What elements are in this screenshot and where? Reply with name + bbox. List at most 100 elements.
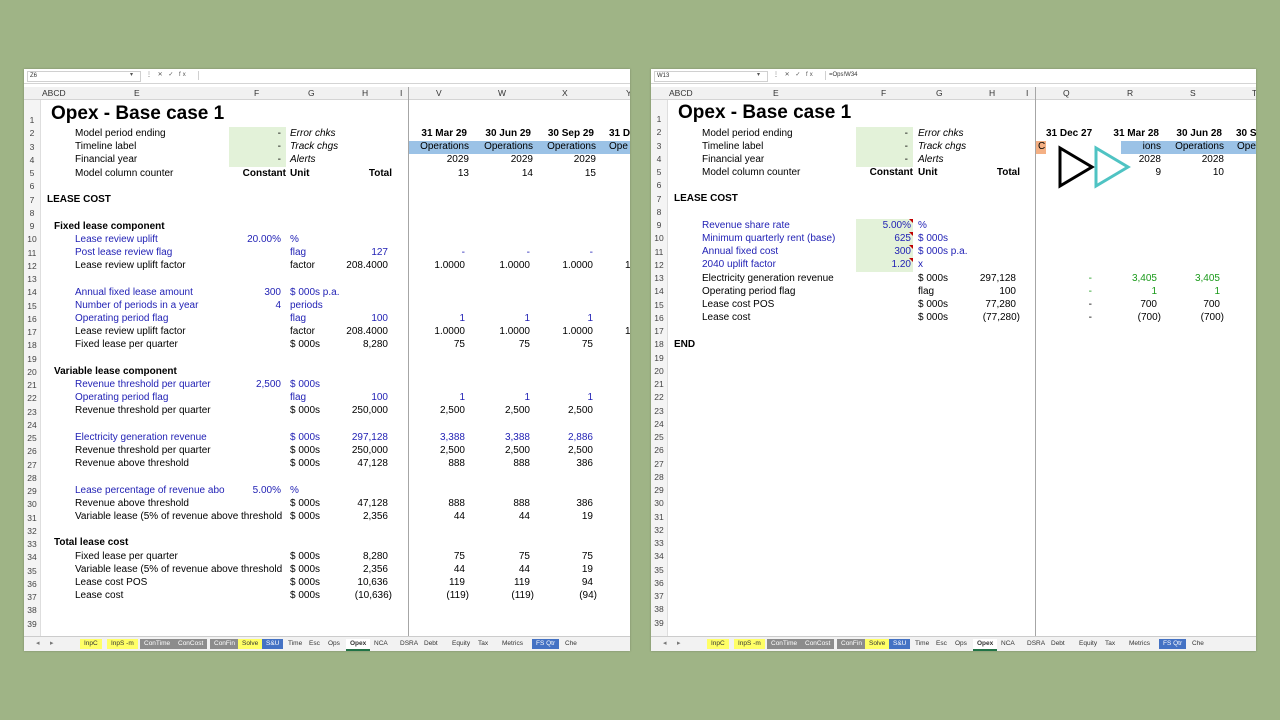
- row-number[interactable]: 31: [27, 512, 37, 523]
- total-cell[interactable]: 100: [371, 313, 388, 324]
- col-header[interactable]: V: [436, 88, 442, 98]
- value-cell[interactable]: 1.0000: [499, 326, 530, 337]
- total-cell[interactable]: 47,128: [357, 498, 388, 509]
- sheet-tab[interactable]: DSRA: [1027, 640, 1046, 647]
- comment-indicator[interactable]: [909, 219, 913, 223]
- value-cell[interactable]: 75: [453, 339, 465, 350]
- row-number[interactable]: 24: [654, 418, 664, 429]
- sheet-tab[interactable]: Ops: [955, 640, 967, 647]
- value-cell[interactable]: 44: [518, 511, 530, 522]
- sheet-tab[interactable]: Opex: [973, 639, 998, 651]
- value-cell[interactable]: 700: [1203, 299, 1220, 310]
- value-cell[interactable]: 1: [587, 392, 593, 403]
- value-cell[interactable]: 44: [518, 564, 530, 575]
- value-cell[interactable]: 119: [449, 577, 465, 588]
- value-cell[interactable]: 3,388: [504, 432, 530, 443]
- sheet-tab[interactable]: FS Qtr: [532, 639, 560, 649]
- sheet-tab[interactable]: Debt: [1051, 640, 1065, 647]
- sheet-tab[interactable]: InpS -m: [734, 639, 765, 649]
- row-number[interactable]: 8: [29, 207, 35, 218]
- value-cell[interactable]: -: [1088, 312, 1092, 323]
- row-number[interactable]: 25: [27, 433, 37, 443]
- sheet-tab[interactable]: Ops: [328, 640, 340, 647]
- value-cell[interactable]: 1: [1214, 286, 1220, 297]
- row-number[interactable]: 14: [27, 287, 37, 298]
- sheet-tab[interactable]: InpC: [80, 639, 102, 649]
- row-number[interactable]: 34: [27, 552, 37, 563]
- total-cell[interactable]: 2,356: [362, 511, 388, 522]
- row-number[interactable]: 8: [656, 206, 662, 217]
- value-cell[interactable]: 75: [581, 339, 593, 350]
- col-header[interactable]: F: [881, 88, 887, 98]
- value-cell[interactable]: 888: [513, 458, 530, 469]
- formula-input[interactable]: [198, 71, 626, 80]
- total-cell[interactable]: 208.4000: [346, 326, 388, 337]
- name-box[interactable]: Z6: [27, 71, 141, 82]
- value-cell[interactable]: 1.0000: [434, 260, 465, 271]
- row-number[interactable]: 23: [27, 406, 37, 417]
- row-number[interactable]: 11: [654, 246, 664, 257]
- value-cell[interactable]: (700): [1200, 312, 1224, 323]
- row-number[interactable]: 5: [29, 168, 35, 178]
- row-number[interactable]: 10: [27, 234, 37, 245]
- row-number[interactable]: 2: [29, 128, 35, 139]
- row-number[interactable]: 15: [27, 300, 37, 311]
- name-box-dropdown-icon[interactable]: ▾: [130, 72, 134, 78]
- total-cell[interactable]: (77,280): [982, 312, 1020, 323]
- dash[interactable]: -: [904, 154, 908, 165]
- sheet-tab[interactable]: ConCost: [801, 639, 835, 649]
- tab-prev-icon[interactable]: ◂: [36, 640, 40, 647]
- value-cell[interactable]: 1: [1151, 286, 1157, 297]
- total-cell[interactable]: 297,128: [351, 432, 388, 443]
- row-number[interactable]: 34: [654, 551, 664, 562]
- total-cell[interactable]: 297,128: [979, 273, 1016, 284]
- row-number[interactable]: 22: [27, 393, 37, 404]
- row-number[interactable]: 16: [654, 312, 664, 323]
- input-value[interactable]: 300: [894, 246, 911, 257]
- row-number[interactable]: 33: [27, 539, 37, 549]
- row-number[interactable]: 7: [656, 193, 662, 204]
- row-number[interactable]: 39: [654, 617, 664, 628]
- row-number[interactable]: 14: [654, 286, 664, 297]
- value-cell[interactable]: 2,500: [567, 405, 593, 416]
- row-number[interactable]: 17: [27, 327, 37, 337]
- input-value[interactable]: 5.00%: [252, 485, 281, 496]
- row-number[interactable]: 20: [654, 365, 664, 376]
- sheet-tab[interactable]: Che: [565, 640, 577, 647]
- row-number[interactable]: 39: [27, 618, 37, 629]
- value-cell[interactable]: 94: [581, 577, 593, 588]
- total-cell[interactable]: 250,000: [351, 405, 388, 416]
- total-cell[interactable]: 10,636: [357, 577, 388, 588]
- total-cell[interactable]: 2,356: [362, 564, 388, 575]
- col-header[interactable]: ABCD: [42, 88, 66, 98]
- row-number[interactable]: 27: [654, 458, 664, 469]
- row-number[interactable]: 3: [656, 140, 662, 151]
- row-number[interactable]: 38: [654, 604, 664, 615]
- row-number[interactable]: 13: [27, 274, 37, 284]
- row-number[interactable]: 26: [27, 446, 37, 457]
- play-next-icon[interactable]: [1056, 144, 1132, 190]
- sheet-tab[interactable]: Solve: [238, 639, 263, 649]
- row-number[interactable]: 6: [29, 181, 35, 192]
- sheet-tab[interactable]: S&U: [262, 639, 284, 649]
- value-cell[interactable]: -: [589, 247, 593, 258]
- col-header[interactable]: I: [1026, 88, 1029, 98]
- row-number[interactable]: 28: [654, 471, 664, 482]
- row-number[interactable]: 9: [29, 221, 35, 231]
- row-number[interactable]: 16: [27, 313, 37, 324]
- total-cell[interactable]: 47,128: [357, 458, 388, 469]
- total-cell[interactable]: 100: [999, 286, 1016, 297]
- value-cell[interactable]: 888: [448, 498, 465, 509]
- value-cell[interactable]: 1: [459, 392, 465, 403]
- row-number[interactable]: 29: [27, 486, 37, 496]
- value-cell[interactable]: 1: [524, 392, 530, 403]
- input-value[interactable]: 1.20: [891, 259, 911, 270]
- sheet-tab[interactable]: S&U: [889, 639, 911, 649]
- input-value[interactable]: 625: [894, 233, 911, 244]
- row-number[interactable]: 15: [654, 299, 664, 310]
- total-cell[interactable]: 127: [371, 247, 388, 258]
- value-cell[interactable]: 3,388: [439, 432, 465, 443]
- value-cell[interactable]: 119: [514, 577, 530, 588]
- value-cell[interactable]: (94): [579, 590, 597, 601]
- row-number[interactable]: 29: [654, 485, 664, 495]
